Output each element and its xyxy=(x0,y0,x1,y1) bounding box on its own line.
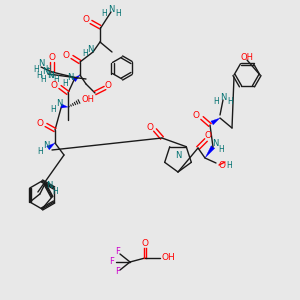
Text: N: N xyxy=(42,68,48,76)
Text: O: O xyxy=(218,161,226,170)
Text: H: H xyxy=(48,71,54,80)
Text: H: H xyxy=(213,98,219,106)
Text: N: N xyxy=(38,59,44,68)
Text: O: O xyxy=(62,50,70,59)
Text: OH: OH xyxy=(241,52,254,62)
Text: O: O xyxy=(205,130,212,140)
Polygon shape xyxy=(205,146,215,158)
Text: N: N xyxy=(220,92,226,101)
Text: N: N xyxy=(212,140,218,148)
Text: H: H xyxy=(52,187,58,196)
Text: N: N xyxy=(175,152,181,160)
Polygon shape xyxy=(211,118,220,125)
Text: O: O xyxy=(193,112,200,121)
Text: OH: OH xyxy=(82,94,94,103)
Text: H: H xyxy=(37,148,43,157)
Text: N: N xyxy=(56,100,62,109)
Text: H: H xyxy=(227,98,233,106)
Text: F: F xyxy=(110,257,114,266)
Text: N: N xyxy=(67,74,73,82)
Text: O: O xyxy=(104,80,112,89)
Polygon shape xyxy=(61,104,68,108)
Text: O: O xyxy=(49,52,56,62)
Polygon shape xyxy=(47,143,55,150)
Text: H: H xyxy=(62,80,68,88)
Text: H: H xyxy=(53,76,59,85)
Text: OH: OH xyxy=(161,254,175,262)
Polygon shape xyxy=(73,75,80,82)
Text: H: H xyxy=(40,76,46,85)
Text: O: O xyxy=(37,118,44,127)
Text: H: H xyxy=(226,160,232,169)
Text: O: O xyxy=(142,238,148,247)
Text: H: H xyxy=(45,64,51,74)
Text: F: F xyxy=(116,248,120,256)
Text: N: N xyxy=(46,182,52,190)
Text: H: H xyxy=(218,145,224,154)
Text: H: H xyxy=(115,8,121,17)
Text: H: H xyxy=(50,106,56,115)
Text: O: O xyxy=(82,16,89,25)
Text: F: F xyxy=(116,268,120,277)
Text: H: H xyxy=(36,71,42,80)
Text: N: N xyxy=(108,4,114,14)
Text: O: O xyxy=(146,122,154,131)
Text: H: H xyxy=(33,64,39,74)
Text: H: H xyxy=(101,8,107,17)
Text: N: N xyxy=(43,142,49,151)
Text: N: N xyxy=(47,70,53,80)
Text: O: O xyxy=(50,80,58,89)
Text: N: N xyxy=(87,44,93,53)
Text: H: H xyxy=(82,50,88,58)
